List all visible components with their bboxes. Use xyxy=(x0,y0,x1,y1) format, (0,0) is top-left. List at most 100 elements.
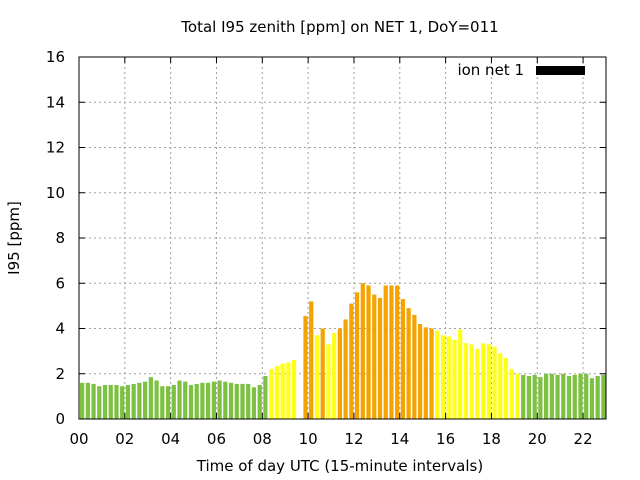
bar xyxy=(429,328,434,419)
x-tick-label: 20 xyxy=(528,430,547,448)
bar xyxy=(125,385,131,419)
bar xyxy=(165,386,171,419)
bar xyxy=(572,374,577,419)
bar xyxy=(314,335,320,419)
bar xyxy=(440,335,446,419)
bar xyxy=(395,285,400,419)
bar xyxy=(102,385,108,419)
bar xyxy=(360,283,365,419)
bar xyxy=(412,314,417,419)
bar xyxy=(137,382,142,419)
bar xyxy=(578,373,583,419)
bar xyxy=(349,303,354,419)
x-tick-label: 10 xyxy=(299,430,318,448)
y-tick-label: 6 xyxy=(55,274,65,292)
x-axis-label: Time of day UTC (15-minute intervals) xyxy=(196,457,483,475)
bar xyxy=(263,376,268,419)
bar xyxy=(120,386,125,419)
bar xyxy=(435,330,440,419)
bar xyxy=(154,380,159,419)
bar xyxy=(228,382,234,419)
x-tick-label: 12 xyxy=(344,430,363,448)
legend-label: ion net 1 xyxy=(457,61,524,79)
bar xyxy=(417,323,423,419)
x-tick-label: 06 xyxy=(207,430,226,448)
bar xyxy=(320,328,325,419)
bar xyxy=(200,382,205,419)
x-tick-label: 14 xyxy=(390,430,409,448)
x-tick-label: 04 xyxy=(161,430,180,448)
bar xyxy=(217,380,222,419)
bar xyxy=(463,343,469,419)
bar xyxy=(223,381,228,419)
bar xyxy=(469,344,474,419)
bar xyxy=(526,376,532,419)
y-tick-label: 0 xyxy=(55,410,65,428)
y-axis-label: I95 [ppm] xyxy=(5,201,23,275)
bar xyxy=(108,385,113,419)
y-tick-label: 2 xyxy=(55,365,65,383)
bar xyxy=(503,357,509,419)
y-tick-label: 10 xyxy=(46,184,65,202)
bar xyxy=(280,363,285,419)
x-tick-label: 18 xyxy=(482,430,501,448)
bar xyxy=(183,381,188,419)
y-tick-label: 12 xyxy=(46,139,65,157)
bar xyxy=(343,319,348,419)
bar xyxy=(148,377,153,419)
y-tick-label: 16 xyxy=(46,48,65,66)
y-tick-label: 8 xyxy=(55,229,65,247)
bar xyxy=(286,362,291,419)
bar xyxy=(246,383,251,419)
bar xyxy=(372,294,377,419)
legend: ion net 1 xyxy=(457,61,585,79)
y-tick-label: 14 xyxy=(46,93,65,111)
bar xyxy=(555,374,560,419)
bar xyxy=(406,308,411,419)
bar xyxy=(274,365,279,419)
bar xyxy=(177,380,182,419)
x-tick-label: 08 xyxy=(253,430,272,448)
bar xyxy=(257,385,262,419)
x-tick-label: 16 xyxy=(436,430,455,448)
plot-frame xyxy=(78,56,607,420)
bar xyxy=(269,369,274,419)
bar xyxy=(354,292,360,419)
bar xyxy=(171,385,176,419)
bar xyxy=(143,381,148,419)
bar xyxy=(160,386,165,419)
bar xyxy=(532,374,537,419)
bar xyxy=(114,385,119,419)
bar xyxy=(538,377,543,419)
bar xyxy=(240,383,245,419)
bar xyxy=(383,285,388,419)
bar xyxy=(326,344,331,419)
bar xyxy=(91,383,96,419)
bar xyxy=(234,383,239,419)
bar xyxy=(475,348,480,419)
bar xyxy=(389,285,394,419)
x-tick-label: 00 xyxy=(69,430,88,448)
bar xyxy=(303,316,308,419)
bar xyxy=(521,374,526,419)
bar xyxy=(131,383,136,419)
bar xyxy=(452,339,457,419)
bar xyxy=(595,376,600,419)
bar xyxy=(509,369,514,419)
bar xyxy=(188,385,194,419)
bar xyxy=(515,373,520,419)
bar xyxy=(498,353,503,419)
bar xyxy=(332,333,337,419)
y-axis-ticks: 0 2 4 6 8 10 12 14 16 xyxy=(46,48,606,428)
bar xyxy=(589,378,595,419)
legend-swatch xyxy=(536,66,585,75)
bar xyxy=(377,297,383,419)
bar xyxy=(492,346,497,419)
x-axis-ticks: 00 02 04 06 08 10 12 14 16 18 20 22 xyxy=(69,57,593,448)
bar xyxy=(423,327,428,419)
bar xyxy=(566,376,572,419)
bar xyxy=(291,360,297,419)
chart-title: Total I95 zenith [ppm] on NET 1, DoY=011 xyxy=(180,18,498,36)
bars xyxy=(80,283,606,419)
